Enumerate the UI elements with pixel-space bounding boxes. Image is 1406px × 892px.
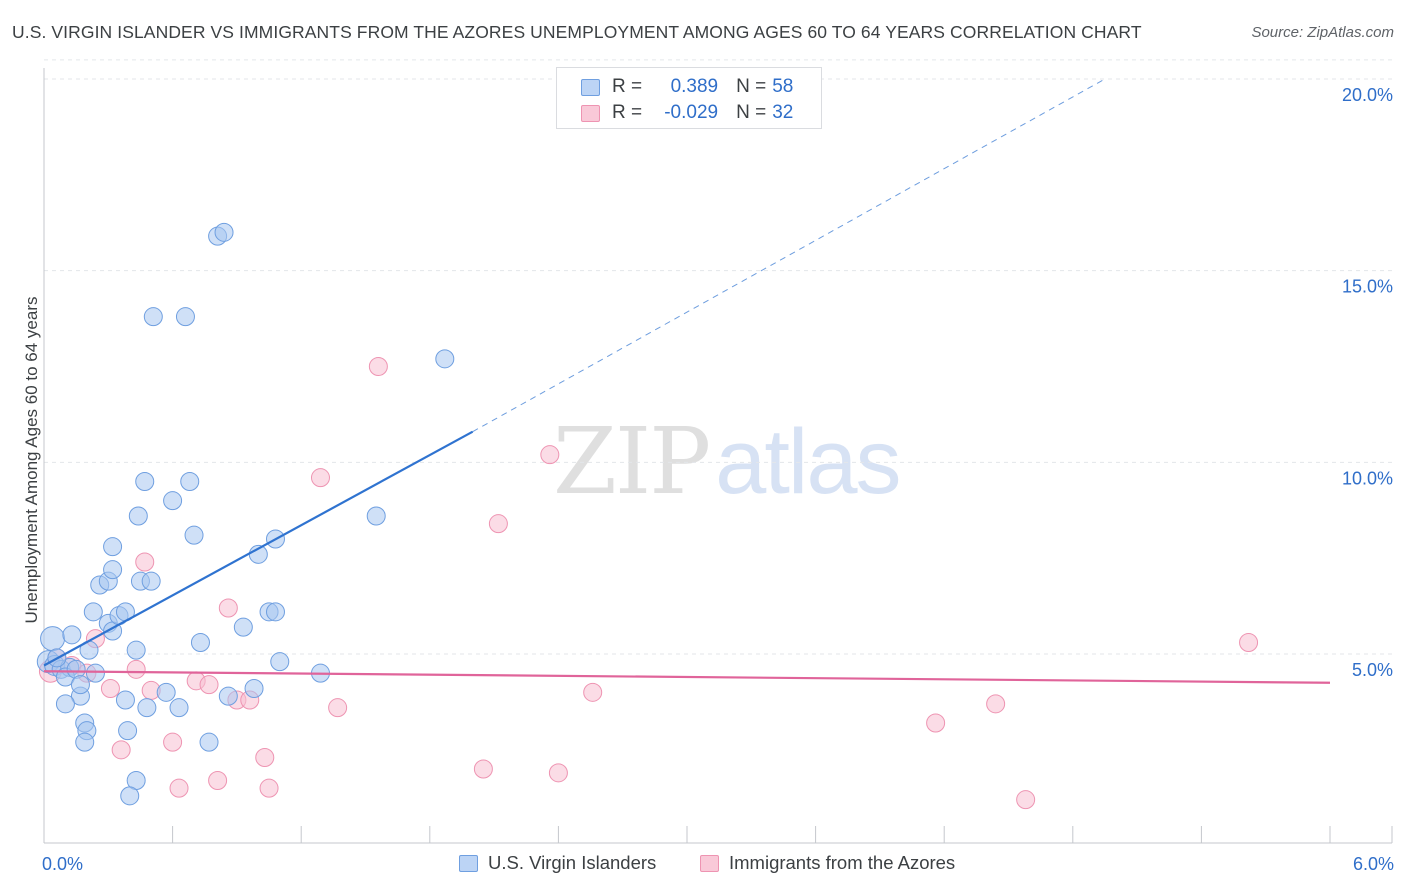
virgin-islander-point — [218, 686, 238, 706]
virgin-islander-point — [366, 506, 386, 526]
azores-point — [111, 740, 131, 760]
azores-point — [926, 713, 946, 733]
pink-swatch — [581, 104, 600, 122]
virgin-islander-point — [135, 472, 155, 491]
virgin-islander-point — [156, 682, 176, 702]
azores-point — [328, 698, 348, 718]
x-tick-label: 6.0% — [1353, 854, 1394, 874]
azores-point — [169, 778, 189, 798]
legend: U.S. Virgin Islanders Immigrants from th… — [0, 852, 1406, 878]
virgin-islander-point — [115, 690, 135, 710]
azores-point — [100, 679, 120, 698]
virgin-islander-point — [103, 537, 123, 557]
virgin-islander-point — [137, 698, 157, 718]
n-value: 32 — [772, 102, 794, 123]
legend-item-virgin-islanders[interactable]: U.S. Virgin Islanders — [459, 852, 656, 874]
virgin-islander-point — [233, 617, 253, 637]
azores-point — [583, 682, 603, 702]
y-axis-title: Unemployment Among Ages 60 to 64 years — [22, 297, 41, 624]
virgin-islander-point — [103, 560, 123, 580]
virgin-islander-point — [40, 626, 66, 652]
azores-trendline — [43, 670, 1331, 684]
correlation-stats-box: R = 0.389 N = 58 R = -0.029 N = 32 — [556, 67, 822, 129]
azores-point — [259, 778, 279, 798]
virgin-islander-point — [175, 307, 195, 327]
tick-label-layer: 5.0% 10.0% 15.0% 20.0% 0.0% 6.0% Unemployment … — [22, 85, 1394, 874]
virgin-islander-trendline-extension — [472, 78, 1106, 433]
virgin-islander-point — [190, 633, 210, 652]
virgin-islander-point — [270, 652, 290, 672]
azores-point — [1239, 633, 1259, 652]
virgin-islander-point — [141, 571, 161, 591]
virgin-islander-point — [435, 349, 455, 369]
y-tick-label: 5.0% — [1352, 660, 1393, 680]
y-tick-label: 10.0% — [1342, 468, 1393, 488]
virgin-islander-point — [83, 602, 103, 622]
r-label: R = — [612, 102, 643, 123]
virgin-islander-point — [184, 525, 204, 545]
virgin-islander-point — [128, 506, 148, 526]
azores-point — [310, 468, 330, 488]
virgin-islander-point — [214, 222, 234, 242]
r-value: 0.389 — [670, 76, 719, 97]
azores-point — [1016, 790, 1036, 810]
source-label: Source: ZipAtlas.com — [1251, 24, 1394, 41]
azores-point — [218, 598, 238, 618]
virgin-islander-trendline — [43, 430, 474, 667]
n-value: 58 — [772, 76, 794, 97]
virgin-islander-point — [85, 663, 105, 683]
virgin-islander-point — [265, 602, 285, 622]
virgin-islander-point — [118, 721, 138, 741]
azores-point — [199, 675, 219, 695]
legend-label: U.S. Virgin Islanders — [488, 852, 657, 873]
virgin-islander-point — [70, 675, 90, 695]
legend-swatch-blue — [459, 854, 478, 872]
legend-item-azores[interactable]: Immigrants from the Azores — [700, 852, 955, 874]
virgin-islander-points — [36, 222, 455, 806]
virgin-islander-point — [244, 679, 264, 698]
azores-point — [255, 748, 275, 767]
r-label: R = — [612, 76, 643, 97]
blue-swatch — [581, 78, 600, 96]
grid-layer — [44, 59, 1392, 655]
virgin-islander-point — [126, 640, 146, 660]
azores-point — [368, 357, 388, 376]
azores-point — [208, 771, 228, 790]
virgin-islander-point — [75, 732, 95, 752]
virgin-islander-point — [120, 786, 140, 806]
azores-point — [126, 659, 146, 679]
virgin-islander-point — [62, 625, 82, 645]
azores-point — [163, 732, 183, 752]
legend-swatch-pink — [700, 854, 719, 872]
stats-row-azores: R = -0.029 N = 32 — [581, 101, 793, 125]
azores-point — [540, 445, 560, 465]
n-label: N = — [736, 102, 767, 123]
virgin-islander-point — [55, 694, 75, 714]
x-tick-label: 0.0% — [42, 854, 83, 874]
virgin-islander-point — [169, 698, 189, 718]
trend-layer — [43, 78, 1331, 684]
azores-point — [473, 759, 493, 779]
virgin-islander-point — [143, 307, 163, 327]
r-value: -0.029 — [664, 102, 719, 123]
axis-layer — [43, 68, 1393, 844]
watermark-zip: ZIP — [553, 408, 711, 515]
y-tick-label: 15.0% — [1342, 277, 1393, 297]
azores-point — [488, 514, 508, 534]
azores-points — [38, 357, 1259, 810]
azores-point — [986, 694, 1006, 714]
y-tick-label: 20.0% — [1342, 85, 1393, 105]
virgin-islander-point — [199, 732, 219, 752]
n-label: N = — [736, 76, 767, 97]
azores-point — [135, 552, 155, 572]
stats-row-virgin-islanders: R = 0.389 N = 58 — [581, 75, 793, 99]
azores-point — [548, 763, 568, 783]
legend-label: Immigrants from the Azores — [729, 852, 956, 873]
virgin-islander-point — [163, 491, 183, 511]
chart-title: U.S. VIRGIN ISLANDER VS IMMIGRANTS FROM … — [12, 22, 1142, 42]
virgin-islander-point — [180, 472, 200, 491]
